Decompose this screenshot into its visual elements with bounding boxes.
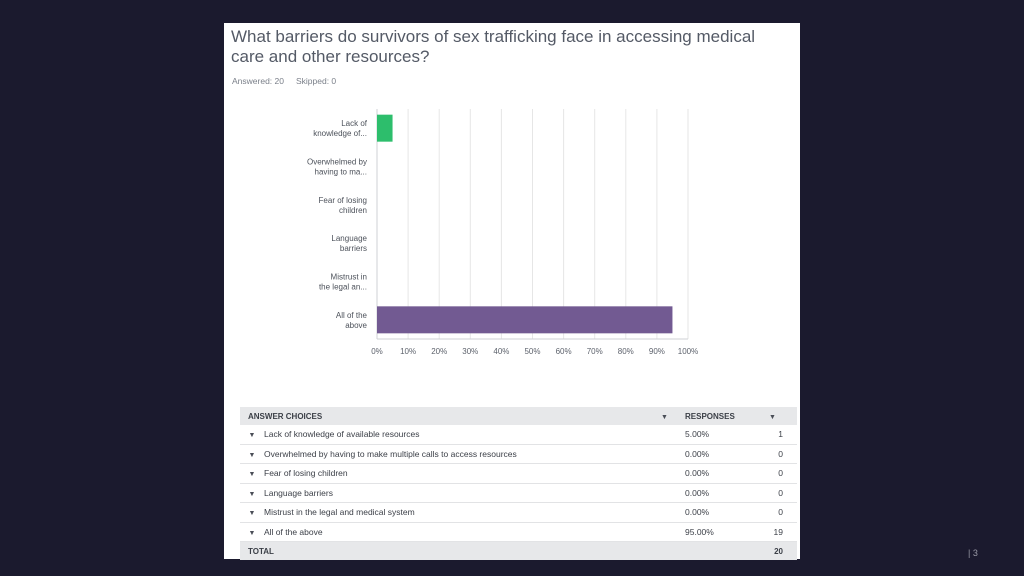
x-tick-label: 0% [371, 347, 383, 356]
responses-header: RESPONSES [685, 411, 735, 421]
row-choice: Language barriers [264, 483, 661, 503]
row-count: 0 [769, 463, 797, 484]
row-count: 0 [769, 502, 797, 523]
row-expand-button[interactable]: ▼ [240, 463, 264, 484]
x-tick-label: 60% [556, 347, 572, 356]
table-header-row: ANSWER CHOICES ▼ RESPONSES ▼ [240, 407, 797, 425]
row-percent: 95.00% [685, 522, 769, 542]
row-expand-button[interactable]: ▼ [240, 483, 264, 503]
results-table: ANSWER CHOICES ▼ RESPONSES ▼ ▼ Lack of kn… [240, 407, 797, 560]
table-row: ▼ Fear of losing children 0.00% 0 [240, 463, 797, 484]
table-row: ▼ Lack of knowledge of available resource… [240, 425, 797, 445]
category-label: Mistrust in the legal an... [319, 273, 367, 292]
row-count: 1 [769, 425, 797, 445]
row-count: 0 [769, 483, 797, 503]
x-tick-label: 100% [678, 347, 698, 356]
row-choice: Overwhelmed by having to make multiple c… [264, 444, 661, 464]
total-count: 20 [774, 546, 783, 556]
answer-choices-sort-button[interactable]: ▼ [661, 407, 685, 425]
category-label: All of the above [336, 311, 368, 330]
category-label: Lack of knowledge of... [313, 119, 368, 138]
row-expand-button[interactable]: ▼ [240, 502, 264, 523]
row-choice: Fear of losing children [264, 463, 661, 484]
question-title: What barriers do survivors of sex traffi… [231, 27, 756, 66]
row-percent: 0.00% [685, 483, 769, 503]
page-number: | 3 [968, 548, 978, 558]
table-row: ▼ Mistrust in the legal and medical syste… [240, 502, 797, 523]
chart-bars [377, 114, 673, 334]
row-expand-button[interactable]: ▼ [240, 425, 264, 445]
x-tick-label: 20% [431, 347, 447, 356]
x-tick-label: 80% [618, 347, 634, 356]
row-expand-button[interactable]: ▼ [240, 522, 264, 542]
answered-count: Answered: 20 [232, 76, 284, 86]
caret-down-icon: ▼ [661, 413, 668, 421]
skipped-count: Skipped: 0 [295, 76, 337, 86]
row-choice: Lack of knowledge of available resources [264, 425, 661, 445]
response-stats: Answered: 20 Skipped: 0 [232, 76, 336, 86]
survey-question-card: What barriers do survivors of sex traffi… [224, 23, 800, 560]
row-count: 19 [769, 522, 797, 542]
caret-down-icon: ▼ [248, 451, 256, 459]
caret-down-icon: ▼ [248, 490, 256, 498]
chart-gridlines [376, 109, 689, 340]
total-label: TOTAL [248, 546, 274, 556]
row-percent: 0.00% [685, 444, 769, 464]
x-tick-label: 10% [400, 347, 416, 356]
table-row: ▼ Overwhelmed by having to make multiple … [240, 444, 797, 464]
x-tick-label: 50% [524, 347, 540, 356]
row-choice: All of the above [264, 522, 661, 542]
x-tick-label: 90% [649, 347, 665, 356]
answer-choices-header: ANSWER CHOICES [248, 411, 323, 421]
x-tick-label: 70% [587, 347, 603, 356]
caret-down-icon: ▼ [248, 529, 256, 537]
caret-down-icon: ▼ [248, 432, 256, 440]
chart-category-labels: Lack of knowledge of... Overwhelmed by havi… [307, 119, 368, 330]
row-count: 0 [769, 444, 797, 464]
caret-down-icon: ▼ [248, 471, 256, 479]
row-expand-button[interactable]: ▼ [240, 444, 264, 464]
table-row: ▼ All of the above 95.00% 19 [240, 522, 797, 542]
x-tick-label: 30% [462, 347, 478, 356]
chart-bar [377, 114, 393, 142]
responses-sort-button[interactable]: ▼ [769, 407, 797, 425]
row-percent: 5.00% [685, 425, 769, 445]
x-tick-label: 40% [493, 347, 509, 356]
bar-chart: Lack of knowledge of... Overwhelmed by havi… [307, 109, 698, 356]
row-choice: Mistrust in the legal and medical system [264, 502, 661, 523]
category-label: Language barriers [331, 234, 367, 253]
chart-bar [377, 306, 673, 334]
caret-down-icon: ▼ [248, 510, 256, 518]
chart-x-tick-labels: 0% 10% 20% 30% 40% 50% 60% 70% 80% 90% 100% [371, 347, 698, 356]
row-percent: 0.00% [685, 502, 769, 523]
category-label: Fear of losing children [319, 196, 367, 215]
category-label: Overwhelmed by having to ma... [307, 158, 367, 177]
row-percent: 0.00% [685, 463, 769, 484]
table-row: ▼ Language barriers 0.00% 0 [240, 483, 797, 503]
table-total-row: TOTAL 20 [240, 541, 797, 560]
caret-down-icon: ▼ [769, 413, 776, 421]
